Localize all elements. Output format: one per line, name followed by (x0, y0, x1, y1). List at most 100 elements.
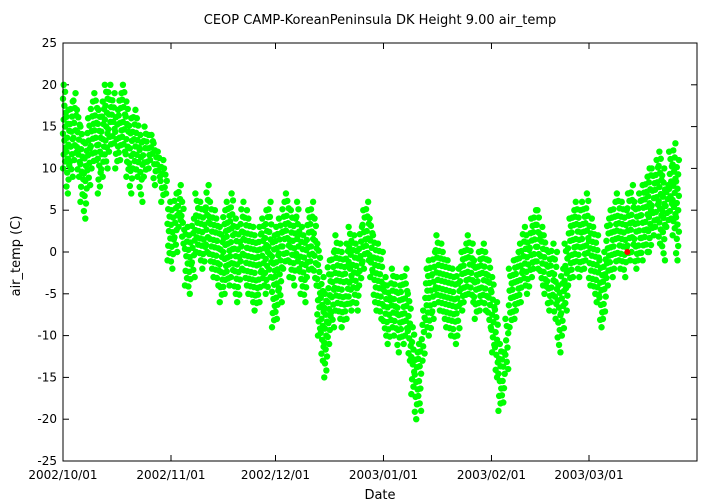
data-point (568, 229, 575, 236)
data-point (481, 300, 488, 307)
data-point (77, 123, 84, 130)
data-point (282, 190, 290, 197)
data-point (624, 205, 631, 212)
data-point (146, 156, 154, 164)
data-point (460, 262, 467, 269)
data-point (202, 204, 210, 211)
data-point (259, 215, 266, 222)
data-point (137, 191, 145, 198)
y-tick-label: -10 (37, 329, 57, 343)
data-point (338, 286, 345, 293)
data-point (206, 198, 214, 206)
data-point (318, 315, 325, 323)
data-point (418, 335, 426, 343)
data-point (673, 235, 680, 243)
data-point (185, 283, 192, 290)
data-point (95, 106, 102, 114)
x-tick-label: 2002/11/01 (136, 468, 205, 482)
data-point (639, 257, 646, 264)
data-point (645, 213, 653, 221)
data-point (525, 283, 533, 290)
data-point (661, 257, 669, 264)
data-point (121, 89, 128, 96)
data-point (647, 241, 655, 249)
data-point (569, 273, 577, 281)
data-point (300, 291, 308, 298)
data-point (300, 254, 308, 261)
data-point (568, 266, 575, 273)
data-point (105, 126, 112, 133)
data-point (70, 156, 78, 164)
data-point (310, 230, 318, 237)
data-point (557, 272, 565, 280)
data-point (266, 266, 273, 273)
data-point (599, 315, 607, 323)
data-point (407, 305, 414, 312)
data-point (561, 277, 568, 284)
data-point (660, 250, 667, 257)
data-point (314, 240, 321, 247)
data-point (251, 232, 258, 239)
data-point (376, 271, 384, 278)
data-point (272, 308, 279, 316)
data-point (482, 248, 489, 256)
data-point (578, 235, 586, 243)
data-point (635, 242, 642, 249)
data-point (674, 171, 682, 178)
data-point (509, 286, 516, 293)
data-point (188, 259, 196, 266)
data-point (420, 328, 428, 336)
data-point (171, 234, 178, 241)
y-tick-label: 10 (42, 161, 57, 175)
data-point (675, 156, 683, 164)
data-point (251, 307, 258, 314)
data-point (369, 232, 377, 239)
data-point (321, 325, 329, 332)
data-point (563, 307, 570, 314)
data-point (321, 304, 328, 311)
data-point (192, 190, 199, 197)
data-point (302, 298, 309, 306)
data-point (540, 232, 547, 239)
data-point (256, 298, 263, 306)
data-point (135, 122, 142, 129)
data-point (107, 81, 114, 89)
data-point (136, 183, 143, 191)
data-point (655, 197, 662, 205)
y-tick-label: -25 (37, 454, 57, 468)
data-point (223, 198, 230, 206)
data-point (220, 213, 227, 221)
data-point (656, 219, 663, 226)
data-point (307, 206, 315, 213)
data-point (69, 173, 76, 180)
data-point (648, 165, 655, 172)
data-point (343, 315, 350, 323)
data-point (564, 292, 571, 299)
data-point (374, 240, 382, 247)
data-point (673, 199, 680, 207)
data-point (116, 156, 124, 164)
data-point (633, 265, 640, 272)
data-point (141, 123, 148, 130)
data-point (226, 282, 233, 289)
data-point (425, 332, 432, 339)
data-point (624, 242, 631, 249)
data-point (240, 198, 247, 206)
data-point (262, 255, 269, 263)
data-point (596, 294, 603, 301)
data-point (511, 315, 518, 323)
data-point (535, 214, 543, 221)
data-point (666, 207, 674, 215)
data-point (610, 265, 618, 272)
data-point (402, 280, 409, 287)
data-point (417, 370, 425, 377)
data-point (315, 247, 322, 254)
y-tick-label: 5 (49, 203, 57, 217)
data-point (669, 232, 676, 239)
data-point (512, 270, 520, 278)
data-point (547, 298, 554, 306)
data-point (390, 332, 398, 339)
data-point (234, 283, 242, 291)
data-point (102, 137, 109, 144)
y-axis-ticks: 25 20 15 10 5 0 -5 -10 -15 -20 -25 (37, 36, 697, 468)
